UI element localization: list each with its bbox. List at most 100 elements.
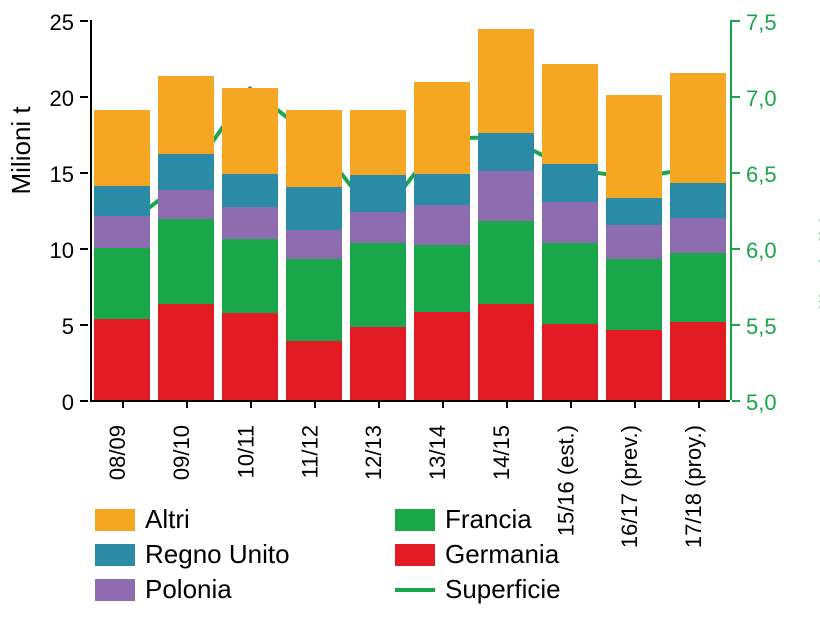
- legend-item: Francia: [395, 504, 695, 535]
- bar-segment: [158, 219, 213, 304]
- bar-segment: [286, 110, 341, 188]
- y-left-tick: 15: [80, 172, 88, 174]
- bar-segment: [670, 322, 725, 400]
- bar-segment: [414, 312, 469, 400]
- bar-segment: [478, 221, 533, 305]
- x-tick: [378, 400, 380, 408]
- legend-item: Altri: [95, 504, 395, 535]
- x-tick: [122, 400, 124, 408]
- bar-segment: [286, 187, 341, 230]
- y-right-tick-label: 6,0: [746, 238, 777, 264]
- legend-label: Regno Unito: [145, 539, 290, 570]
- x-tick: [698, 400, 700, 408]
- legend: Altri Francia Regno Unito Germania Polonia Su…: [95, 504, 695, 605]
- y-right-tick: 6,0: [732, 248, 740, 250]
- bar-segment: [542, 243, 597, 324]
- bar-segment: [478, 171, 533, 221]
- chart-container: Milioni t Milioni di ha 05101520255,05,5…: [0, 0, 820, 618]
- x-category-label: 11/12: [297, 425, 323, 478]
- x-category-label: 10/11: [233, 425, 259, 478]
- bar-segment: [478, 29, 533, 132]
- legend-label: Francia: [445, 504, 532, 535]
- bar-group: [414, 82, 469, 400]
- bar-segment: [606, 330, 661, 400]
- x-category-label: 13/14: [425, 425, 451, 480]
- y-right-tick: 7,0: [732, 96, 740, 98]
- bar-segment: [414, 205, 469, 245]
- y-right-tick-label: 7,5: [746, 10, 777, 36]
- x-tick: [442, 400, 444, 408]
- y-right-tick: 6,5: [732, 172, 740, 174]
- y-right-axis-label: Milioni di ha: [814, 195, 820, 332]
- x-tick: [634, 400, 636, 408]
- plot-area: 05101520255,05,56,06,57,07,508/0909/1010…: [90, 20, 730, 402]
- y-left-tick-label: 0: [62, 390, 74, 416]
- bar-segment: [94, 216, 149, 248]
- bar-segment: [94, 110, 149, 186]
- y-left-tick: 0: [80, 400, 88, 402]
- bar-segment: [478, 133, 533, 171]
- y-left-tick: 25: [80, 20, 88, 22]
- legend-item: Polonia: [95, 574, 395, 605]
- bar-segment: [94, 319, 149, 400]
- x-tick: [314, 400, 316, 408]
- bar-group: [158, 76, 213, 400]
- bar-segment: [158, 154, 213, 190]
- y-left-tick-label: 25: [50, 10, 74, 36]
- bar-group: [94, 110, 149, 400]
- y-right-tick-label: 5,5: [746, 314, 777, 340]
- y-left-tick-label: 20: [50, 86, 74, 112]
- y-left-tick-label: 5: [62, 314, 74, 340]
- bar-segment: [670, 73, 725, 182]
- bar-segment: [158, 304, 213, 400]
- bar-segment: [542, 164, 597, 202]
- bar-segment: [414, 174, 469, 206]
- bar-segment: [542, 202, 597, 243]
- bar-segment: [606, 225, 661, 258]
- legend-swatch: [95, 579, 135, 601]
- bar-segment: [158, 190, 213, 219]
- y-right-tick-label: 5,0: [746, 390, 777, 416]
- legend-swatch: [395, 509, 435, 531]
- y-right-tick: 5,0: [732, 400, 740, 402]
- bar-segment: [222, 239, 277, 313]
- x-category-label: 08/09: [105, 425, 131, 480]
- bar-segment: [286, 230, 341, 259]
- bar-group: [350, 110, 405, 400]
- y-left-tick: 10: [80, 248, 88, 250]
- legend-label: Superficie: [445, 574, 561, 605]
- legend-swatch: [95, 509, 135, 531]
- bar-group: [670, 73, 725, 400]
- legend-label: Polonia: [145, 574, 232, 605]
- legend-swatch: [395, 544, 435, 566]
- bar-segment: [158, 76, 213, 154]
- y-right-tick-label: 7,0: [746, 86, 777, 112]
- bar-segment: [94, 248, 149, 319]
- bar-segment: [606, 95, 661, 198]
- bar-group: [606, 95, 661, 401]
- x-category-label: 09/10: [169, 425, 195, 480]
- bar-segment: [350, 327, 405, 400]
- bar-segment: [414, 245, 469, 312]
- bar-group: [478, 29, 533, 400]
- bar-segment: [606, 259, 661, 330]
- bar-segment: [350, 243, 405, 327]
- bar-group: [286, 110, 341, 400]
- x-tick: [570, 400, 572, 408]
- bar-segment: [222, 174, 277, 207]
- y-left-tick: 20: [80, 96, 88, 98]
- legend-swatch: [95, 544, 135, 566]
- y-left-tick-label: 15: [50, 162, 74, 188]
- bar-segment: [478, 304, 533, 400]
- legend-label: Germania: [445, 539, 559, 570]
- bar-segment: [94, 186, 149, 216]
- y-right-tick: 5,5: [732, 324, 740, 326]
- x-category-label: 14/15: [489, 425, 515, 480]
- bar-segment: [286, 341, 341, 400]
- bar-group: [222, 88, 277, 400]
- bar-segment: [670, 218, 725, 253]
- bar-segment: [670, 183, 725, 218]
- x-tick: [186, 400, 188, 408]
- bar-segment: [350, 212, 405, 244]
- bar-segment: [350, 175, 405, 211]
